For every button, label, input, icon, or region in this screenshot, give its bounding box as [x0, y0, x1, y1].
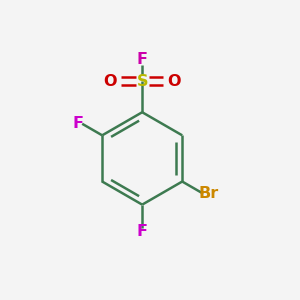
Text: O: O [167, 74, 181, 88]
Text: Br: Br [198, 186, 218, 201]
Text: F: F [137, 52, 148, 67]
Text: O: O [103, 74, 117, 88]
Text: F: F [137, 224, 148, 239]
Text: S: S [136, 74, 148, 88]
Text: F: F [73, 116, 83, 131]
